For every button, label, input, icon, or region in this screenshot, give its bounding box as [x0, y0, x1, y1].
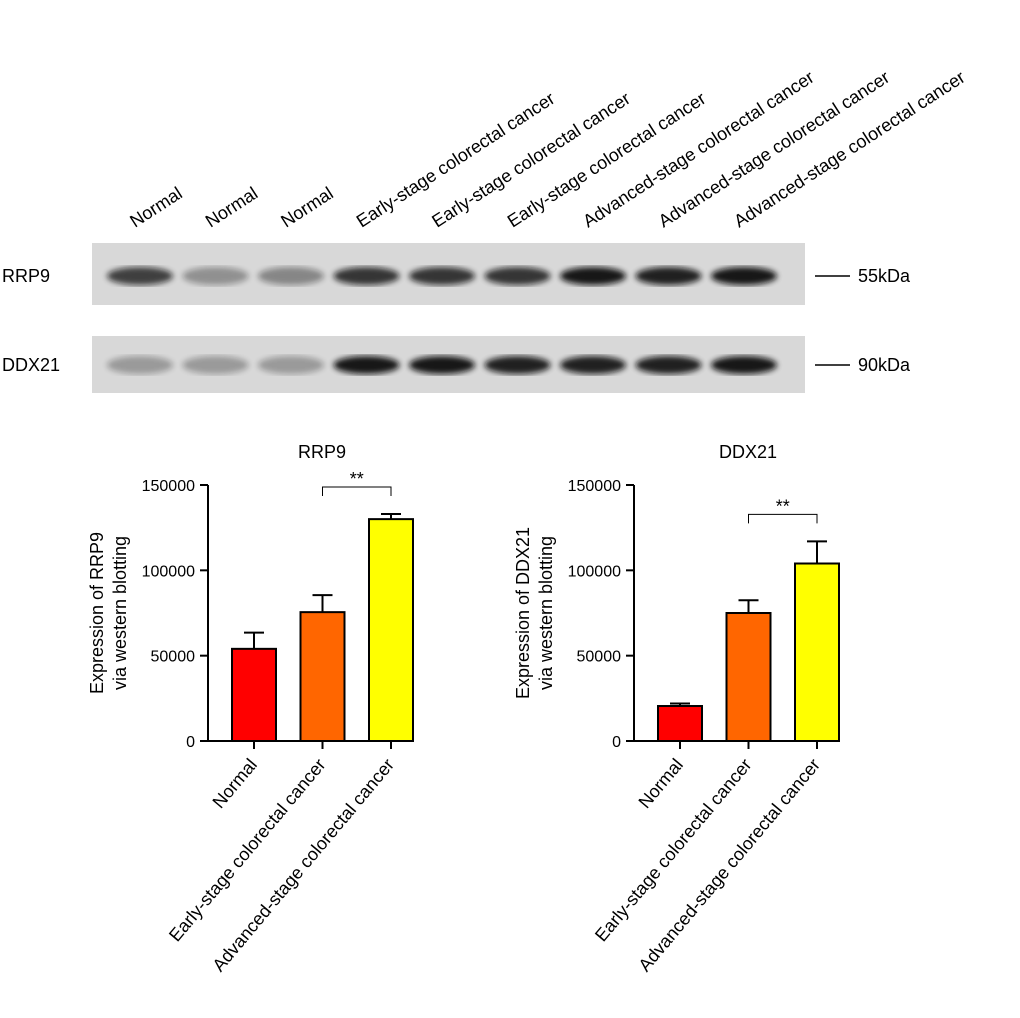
bar [657, 705, 703, 742]
y-tick-label: 50000 [151, 649, 196, 666]
y-tick-label: 100000 [568, 563, 621, 580]
blot-band [484, 267, 551, 285]
y-tick-label: 0 [612, 734, 621, 751]
row-label: RRP9 [2, 266, 50, 286]
y-axis-label: Expression of DDX21 [513, 527, 533, 699]
blot-band [711, 267, 777, 285]
blot-band [711, 356, 777, 374]
lane-label: Normal [202, 183, 262, 231]
y-tick-label: 150000 [568, 478, 621, 495]
bar [299, 611, 346, 742]
chart-title: DDX21 [719, 442, 777, 462]
bar [794, 562, 840, 742]
blot-band [560, 356, 626, 374]
y-tick-label: 100000 [142, 563, 195, 580]
x-tick-label: Normal [634, 755, 687, 812]
blot-band [409, 356, 475, 374]
blot-band [560, 267, 626, 285]
lane-label: Normal [126, 183, 186, 231]
marker-label: 90kDa [858, 355, 911, 375]
blot-band [333, 267, 400, 285]
bar [725, 612, 772, 742]
blot-band [182, 356, 249, 374]
bar [231, 647, 277, 743]
y-axis-label: Expression of RRP9 [87, 532, 107, 694]
blot-band [182, 267, 249, 285]
y-axis-label: via western blotting [536, 536, 556, 690]
lane-label: Normal [277, 183, 337, 231]
blot-band [635, 267, 702, 285]
significance-bracket [322, 486, 392, 497]
bar [368, 518, 414, 743]
blot-band [258, 267, 324, 285]
significance-label: ** [350, 469, 364, 489]
y-tick-label: 150000 [142, 478, 195, 495]
significance-bracket [748, 513, 818, 524]
blot-band [409, 267, 475, 285]
blot-band [258, 356, 324, 374]
x-tick-label: Normal [208, 755, 261, 812]
significance-label: ** [776, 496, 790, 516]
blot-band [107, 356, 173, 374]
chart-title: RRP9 [298, 442, 346, 462]
y-tick-label: 50000 [577, 649, 622, 666]
marker-label: 55kDa [858, 266, 911, 286]
y-tick-label: 0 [186, 734, 195, 751]
blot-band [107, 267, 173, 285]
y-axis-label: via western blotting [110, 536, 130, 690]
blot-band [635, 356, 702, 374]
blot-band [333, 356, 400, 374]
row-label: DDX21 [2, 355, 60, 375]
blot-band [484, 356, 551, 374]
